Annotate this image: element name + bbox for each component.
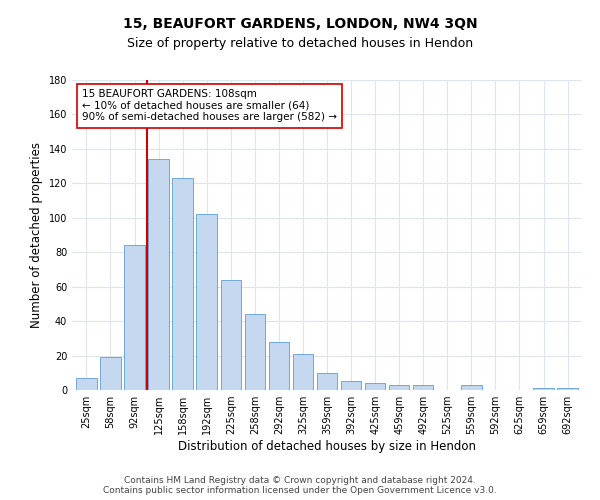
Bar [389,385,409,390]
Bar [100,358,121,390]
Bar [293,354,313,390]
Text: 15, BEAUFORT GARDENS, LONDON, NW4 3QN: 15, BEAUFORT GARDENS, LONDON, NW4 3QN [122,18,478,32]
Bar [172,178,193,390]
Bar [317,373,337,390]
Text: 15 BEAUFORT GARDENS: 108sqm
← 10% of detached houses are smaller (64)
90% of sem: 15 BEAUFORT GARDENS: 108sqm ← 10% of det… [82,90,337,122]
Bar [196,214,217,390]
Bar [413,385,433,390]
Bar [461,385,482,390]
Bar [76,378,97,390]
Bar [341,382,361,390]
Bar [269,342,289,390]
Bar [557,388,578,390]
Bar [221,280,241,390]
X-axis label: Distribution of detached houses by size in Hendon: Distribution of detached houses by size … [178,440,476,453]
Bar [148,159,169,390]
Text: Contains HM Land Registry data © Crown copyright and database right 2024.
Contai: Contains HM Land Registry data © Crown c… [103,476,497,495]
Text: Size of property relative to detached houses in Hendon: Size of property relative to detached ho… [127,38,473,51]
Bar [365,383,385,390]
Bar [533,388,554,390]
Bar [124,246,145,390]
Y-axis label: Number of detached properties: Number of detached properties [30,142,43,328]
Bar [245,314,265,390]
